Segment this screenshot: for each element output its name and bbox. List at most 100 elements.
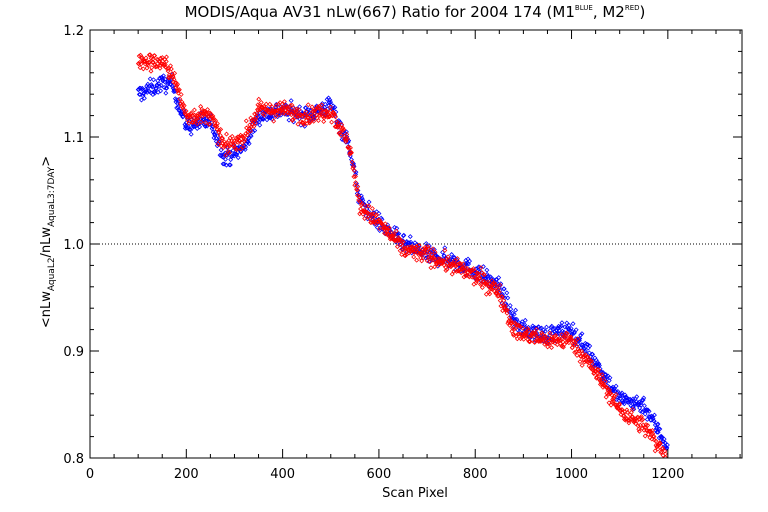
title-end: ) [640,3,646,21]
data-point [382,225,388,231]
data-point [601,383,607,389]
data-point [224,131,229,137]
data-point [349,159,355,165]
data-point [578,332,584,338]
data-point [157,75,163,81]
data-point [508,318,514,324]
data-point [156,83,162,89]
axes: 0 200 400 600 800 1000 1200 0.8 0.9 1.0 1.1 1.2 [63,24,743,482]
data-point [328,108,334,114]
data-point [162,76,168,82]
x-tick-label: 400 [270,467,295,482]
data-point [286,117,292,123]
data-point [143,87,149,93]
data-point [629,407,635,413]
data-point [603,394,609,400]
data-point [147,76,153,82]
data-point [629,397,635,403]
data-point [575,336,581,342]
x-tick-label: 800 [463,467,488,482]
data-point [218,126,224,132]
data-point [350,163,356,169]
data-point [631,417,637,423]
data-point [569,345,575,351]
data-point [256,96,262,102]
data-point [385,226,391,232]
data-point [149,83,155,89]
data-point [487,291,493,297]
data-point [271,118,277,124]
ylabel-c: > [39,156,54,167]
data-point [525,324,531,330]
data-point [227,162,232,168]
data-point [200,113,206,119]
x-tick-label: 0 [86,467,94,482]
data-point [223,152,229,158]
data-point [193,117,199,123]
data-point [341,127,347,132]
data-point [218,147,224,153]
y-axis-label: <nLwAquaL2/nLwAquaL3:7DAY> [39,156,57,328]
data-point [229,133,235,139]
data-point [235,155,241,161]
data-point [620,399,626,405]
data-point [567,327,573,333]
data-point [505,307,510,313]
data-point [662,440,668,446]
data-point [406,240,412,246]
data-point [471,281,477,287]
data-point [586,350,592,356]
data-point [596,361,602,367]
data-point [640,416,646,422]
data-point [168,66,174,72]
data-point [546,341,552,347]
data-point [139,85,145,91]
data-point [630,414,636,420]
data-point [374,212,380,218]
data-point [511,332,517,338]
data-point [367,216,372,222]
data-point [347,145,353,151]
data-point [210,113,216,119]
data-point [345,136,351,142]
data-point [391,232,397,238]
data-point [181,103,187,109]
data-point [149,65,155,71]
data-point [277,108,283,114]
data-point [367,211,373,217]
data-point [527,339,533,344]
data-point [353,173,358,179]
data-point [562,335,568,341]
data-point [153,86,159,92]
data-point [492,282,498,288]
data-point [158,88,164,94]
x-axis-label: Scan Pixel [382,486,448,501]
data-point [548,324,554,330]
y-tick-label: 0.8 [63,452,84,467]
data-point [231,142,237,148]
data-point [315,104,321,110]
data-point [369,206,375,211]
data-point [549,345,555,351]
data-point [534,326,539,332]
data-point [170,83,176,89]
data-point [148,68,154,74]
data-point [328,99,334,105]
data-point [497,282,503,288]
data-point [353,180,359,186]
data-point [590,351,596,357]
data-point [419,258,425,264]
data-point [139,97,144,103]
data-point [158,83,164,88]
data-point [144,89,150,95]
data-point [639,417,645,423]
data-point [510,331,516,337]
data-point [589,361,595,367]
data-point [615,389,621,394]
ylabel-a: <nLw [39,291,54,328]
data-point [497,298,503,304]
data-point [505,295,511,301]
data-point [333,114,339,120]
data-point [146,52,152,58]
data-point [606,378,612,383]
